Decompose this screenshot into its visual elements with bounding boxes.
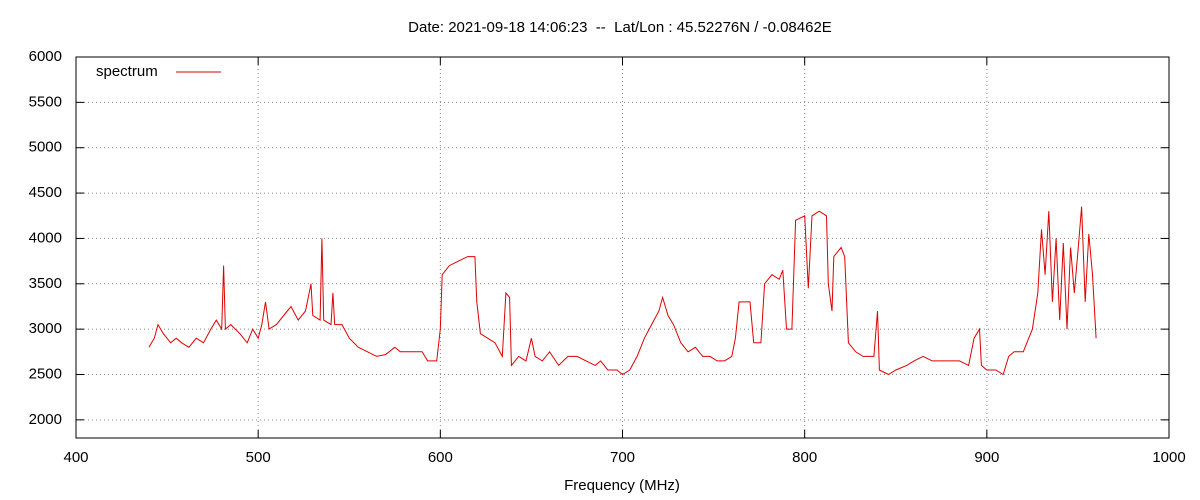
x-tick-label: 400 [63, 449, 88, 466]
series-line [148, 206, 1097, 376]
y-tick-label: 4500 [29, 184, 62, 201]
x-tick-label: 900 [974, 449, 999, 466]
chart-title: Date: 2021-09-18 14:06:23 -- Lat/Lon : 4… [408, 19, 832, 36]
x-tick-label: 1000 [1152, 449, 1185, 466]
y-tick-label: 2000 [29, 411, 62, 428]
y-tick-label: 2500 [29, 365, 62, 382]
y-tick-label: 6000 [29, 48, 62, 65]
y-tick-label: 3000 [29, 320, 62, 337]
x-tick-label: 700 [610, 449, 635, 466]
x-tick-label: 600 [428, 449, 453, 466]
legend-label: spectrum [96, 63, 158, 80]
plot-frame [75, 56, 1170, 439]
x-axis-label: Frequency (MHz) [564, 477, 680, 494]
y-tick-label: 4000 [29, 229, 62, 246]
y-tick-label: 5000 [29, 139, 62, 156]
y-tick-label: 5500 [29, 93, 62, 110]
x-tick-label: 500 [246, 449, 271, 466]
x-tick-label: 800 [792, 449, 817, 466]
y-tick-label: 3500 [29, 275, 62, 292]
